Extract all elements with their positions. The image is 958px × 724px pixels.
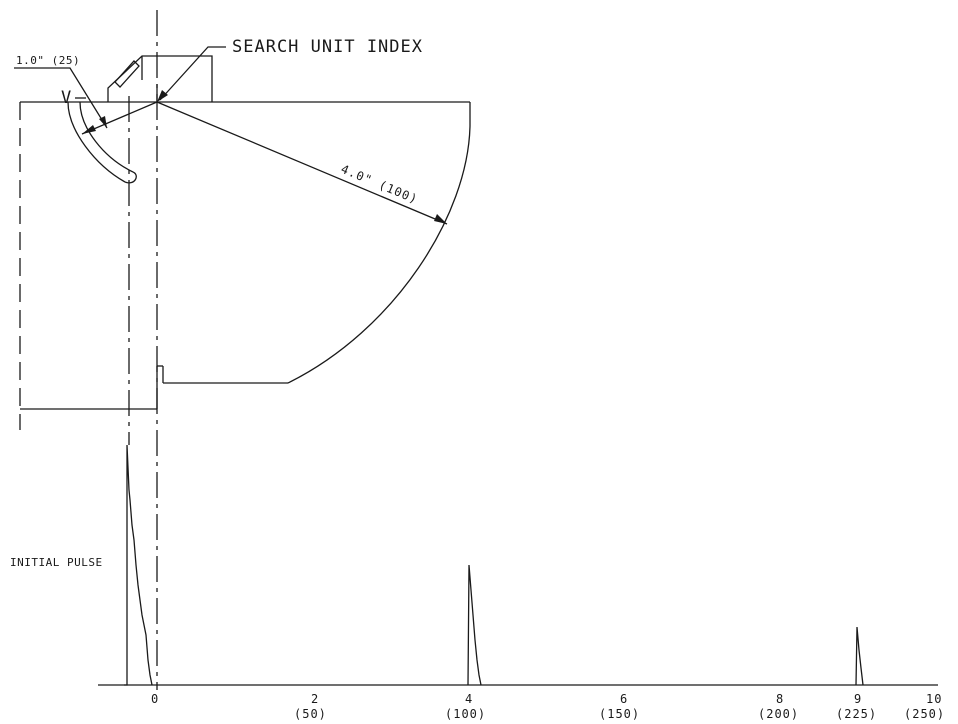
scale-tick-4: 4 — [465, 692, 473, 706]
scale-tick-10: 10 — [926, 692, 942, 706]
scale-tick-9-mm: (225) — [836, 707, 877, 721]
echo-9in-signal — [855, 626, 864, 686]
scale-tick-8-mm: (200) — [758, 707, 799, 721]
leader-radius-small — [14, 67, 108, 129]
arrowhead-large-radius — [434, 214, 447, 224]
calibration-block — [20, 101, 471, 410]
arrowhead-small-radius — [82, 125, 96, 134]
a-scan-display — [98, 444, 938, 686]
arrowhead-search-unit-index — [157, 90, 168, 102]
beam-to-large-radius — [156, 101, 448, 225]
scale-tick-10-mm: (250) — [904, 707, 945, 721]
curved-slot-outer — [67, 101, 126, 183]
leader-search-unit-index — [159, 46, 226, 101]
curved-slot-end — [124, 171, 137, 184]
curved-slot-inner — [79, 101, 134, 173]
radius-small-label: 1.0" (25) — [16, 54, 80, 67]
scale-tick-9: 9 — [854, 692, 862, 706]
arrowhead-leader-small — [99, 116, 107, 128]
scale-tick-2-mm: (50) — [294, 707, 327, 721]
initial-pulse-label: INITIAL PULSE — [10, 556, 103, 569]
search-unit — [107, 55, 213, 102]
search-unit-crystal — [114, 60, 140, 88]
initial-pulse-signal — [124, 444, 153, 686]
echo-4in-signal — [467, 564, 482, 686]
quadrant-arc-4in — [287, 125, 471, 384]
time-base-scale: 0 2 (50) 4 (100) 6 (150) 8 (200) 9 (225)… — [151, 692, 945, 721]
scale-tick-2: 2 — [311, 692, 319, 706]
search-unit-index-label: SEARCH UNIT INDEX — [232, 37, 423, 57]
scale-tick-6-mm: (150) — [599, 707, 640, 721]
scale-tick-8: 8 — [776, 692, 784, 706]
v-label: V — [61, 88, 72, 108]
scale-tick-4-mm: (100) — [445, 707, 486, 721]
scale-tick-0: 0 — [151, 692, 159, 706]
scale-tick-6: 6 — [620, 692, 628, 706]
